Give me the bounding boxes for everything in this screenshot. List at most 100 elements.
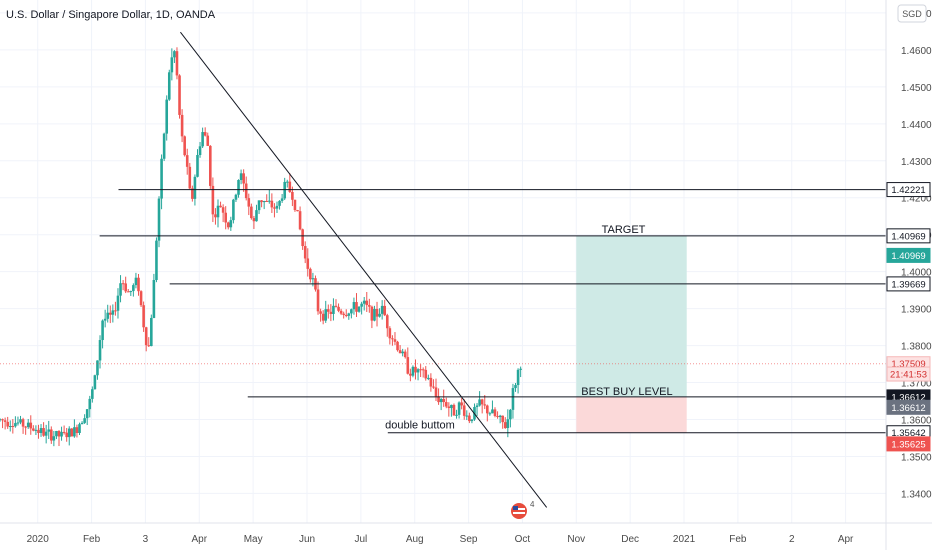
price-badge [886,366,931,382]
candle-down [301,229,304,247]
y-tick-label: 1.46000 [901,46,932,57]
candle-up [34,429,38,431]
candle-up [39,428,43,434]
x-tick-label: Jul [354,534,367,545]
candle-down [250,206,253,219]
candle-down [273,207,276,209]
candle-up [98,340,102,361]
candle-down [319,311,322,314]
candle-up [255,210,258,222]
price-badge-text: 1.36612 [891,403,925,414]
candle-down [385,315,389,329]
candle-up [129,291,133,293]
candle-down [437,396,440,403]
candle-up [91,389,94,399]
candle-up [93,375,97,390]
candle-up [511,388,515,410]
candle-up [478,399,481,406]
candle-down [224,212,227,223]
y-tick-label: 1.39000 [901,305,932,316]
candle-down [108,312,112,315]
annotation-texts: TARGET BEST BUY LEVEL double buttom [385,224,673,432]
candle-down [65,432,68,438]
currency-badge[interactable]: SGD [897,4,927,23]
candle-up [285,181,289,183]
candle-up [514,385,517,389]
candle-down [265,200,269,202]
candle-down [442,399,446,403]
candle-up [455,414,458,416]
candle-up [52,436,56,441]
x-tick-label: May [244,534,263,545]
position-zones [576,235,687,433]
candle-down [365,300,369,306]
candle-up [193,176,197,199]
flag-event-icon[interactable]: 4 [511,500,535,519]
candle-up [111,310,115,315]
candle-down [57,430,61,437]
trendline-line[interactable] [180,31,548,508]
candle-down [29,422,33,429]
candle-up [162,133,166,159]
candle-up [167,72,171,100]
candle-down [501,415,504,423]
candle-down [468,415,471,422]
candle-down [6,421,9,427]
candle-down [421,369,425,371]
candle-up [491,409,494,414]
price-badge-text: 1.37509 [891,359,925,370]
candle-up [262,200,266,203]
candle-down [334,305,338,307]
candle-up [0,419,2,421]
horizontal-levels[interactable] [99,189,886,434]
stop-zone[interactable] [576,396,687,433]
trendline[interactable] [180,31,548,508]
candle-down [1,419,4,421]
candle-down [496,416,499,418]
candle-down [444,402,448,407]
candle-down [398,350,402,354]
candle-down [114,310,117,312]
candle-up [378,313,381,317]
candle-down [306,258,310,269]
candle-down [432,386,435,388]
candle-up [380,305,384,314]
candle-up [232,199,235,221]
candle-up [44,431,48,436]
candle-down [70,428,74,437]
candle-up [416,369,420,373]
price-badge [886,182,931,198]
candle-up [152,279,156,318]
candle-down [137,277,140,292]
candle-down [452,404,456,416]
candle-down [460,402,463,406]
candle-down [406,357,410,374]
candle-down [211,185,215,215]
candle-down [209,145,212,186]
candle-down [344,314,348,316]
candle-down [388,328,392,339]
candle-up [155,240,158,280]
target-label: TARGET [602,224,646,236]
candle-up [60,431,63,437]
candle-up [26,422,30,428]
y-tick-label: 1.34000 [901,489,932,500]
candle-down [175,51,179,76]
candle-down [447,406,451,409]
price-badge-text: 1.42221 [891,185,925,196]
candle-up [257,200,261,211]
x-tick-label: Sep [460,534,478,545]
candle-up [357,306,361,312]
candle-up [332,305,335,314]
x-tick-label: 2 [789,534,795,545]
x-tick-label: 2021 [673,534,696,545]
candle-up [411,366,415,376]
candle-up [450,404,453,409]
candle-up [8,426,12,428]
candle-down [260,200,263,203]
target-zone[interactable] [576,235,687,397]
candle-up [278,200,281,206]
x-tick-label: Aug [406,534,424,545]
best-buy-label: BEST BUY LEVEL [581,386,672,398]
